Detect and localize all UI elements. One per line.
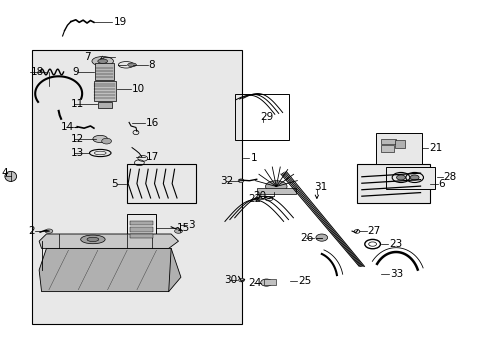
Text: 15: 15: [177, 222, 190, 233]
Ellipse shape: [45, 229, 53, 233]
Bar: [127, 164, 195, 203]
Text: 8: 8: [148, 60, 155, 70]
Text: 25: 25: [298, 276, 311, 286]
Ellipse shape: [98, 59, 107, 63]
Text: 13: 13: [70, 148, 83, 158]
Bar: [375, 133, 421, 164]
Text: 29: 29: [260, 112, 273, 122]
Bar: [356, 164, 429, 203]
Ellipse shape: [238, 179, 244, 183]
Text: 14: 14: [61, 122, 74, 132]
Ellipse shape: [81, 235, 105, 244]
Ellipse shape: [92, 57, 113, 66]
Bar: [129, 221, 153, 225]
Text: 20: 20: [253, 191, 266, 201]
Bar: [264, 279, 275, 285]
Bar: [95, 63, 114, 80]
Polygon shape: [39, 234, 178, 248]
Text: 9: 9: [72, 67, 79, 77]
Text: 22: 22: [248, 194, 261, 204]
Text: 17: 17: [145, 152, 159, 162]
Polygon shape: [39, 248, 181, 292]
Bar: [386, 167, 434, 189]
Text: 5: 5: [111, 179, 118, 189]
Text: 19: 19: [114, 17, 127, 27]
Text: 26: 26: [300, 233, 313, 243]
Ellipse shape: [265, 181, 286, 192]
Text: 4: 4: [1, 168, 8, 178]
Text: 27: 27: [367, 226, 380, 237]
Bar: [381, 139, 395, 144]
Bar: [381, 145, 393, 152]
Text: 7: 7: [84, 51, 91, 62]
Bar: [98, 102, 112, 108]
Bar: [127, 214, 155, 241]
Text: 10: 10: [132, 84, 145, 94]
Ellipse shape: [315, 234, 327, 241]
Ellipse shape: [127, 63, 136, 67]
Ellipse shape: [260, 279, 272, 286]
Ellipse shape: [102, 138, 111, 144]
Ellipse shape: [409, 175, 418, 180]
Text: 1: 1: [250, 153, 257, 163]
Text: 3: 3: [187, 220, 194, 230]
Ellipse shape: [396, 175, 405, 180]
Text: 32: 32: [220, 176, 233, 186]
Ellipse shape: [5, 171, 17, 181]
Text: 11: 11: [70, 99, 83, 109]
Ellipse shape: [174, 229, 182, 233]
Text: 24: 24: [248, 278, 261, 288]
Text: 23: 23: [388, 239, 401, 249]
Bar: [394, 140, 404, 148]
Bar: [32, 50, 242, 324]
Ellipse shape: [238, 278, 244, 282]
Bar: [234, 94, 288, 140]
Bar: [94, 81, 116, 101]
Bar: [129, 234, 153, 238]
Bar: [256, 188, 295, 194]
Text: 6: 6: [438, 179, 445, 189]
Text: 2: 2: [28, 226, 35, 236]
Text: 21: 21: [428, 143, 441, 153]
Text: 31: 31: [313, 182, 326, 192]
Text: 16: 16: [145, 118, 159, 128]
Text: 28: 28: [443, 172, 456, 183]
Ellipse shape: [87, 237, 99, 242]
Ellipse shape: [93, 135, 107, 143]
Text: 30: 30: [224, 275, 237, 285]
Text: 33: 33: [389, 269, 402, 279]
Text: 12: 12: [70, 134, 83, 144]
Bar: [129, 227, 153, 232]
Text: 18: 18: [30, 67, 43, 77]
